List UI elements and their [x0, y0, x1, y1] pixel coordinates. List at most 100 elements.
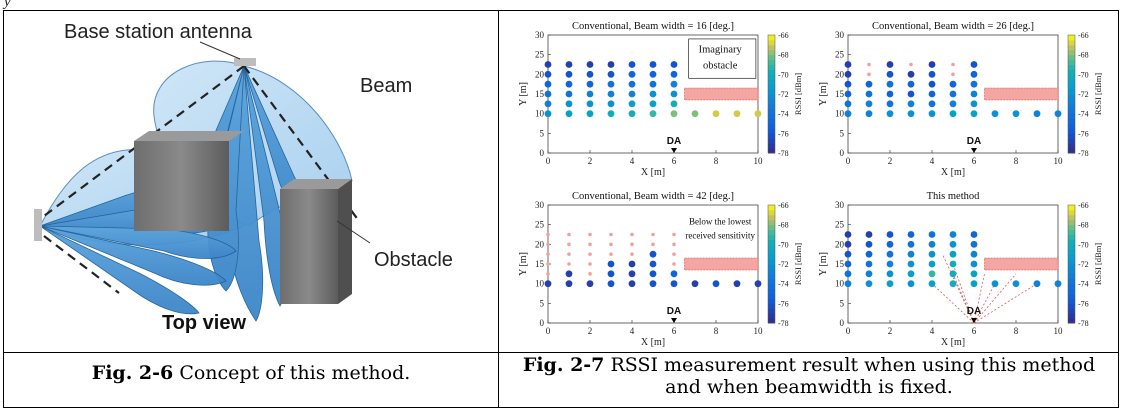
rssi-point — [691, 110, 699, 118]
low-sensitivity-point — [651, 242, 655, 247]
x-tick-label: 8 — [1014, 326, 1019, 336]
rssi-point — [886, 260, 894, 268]
colorbar-segment — [1068, 209, 1075, 216]
y-tick-label: 15 — [535, 89, 545, 99]
x-axis-label: X [m] — [941, 167, 965, 178]
rssi-point — [670, 100, 678, 108]
colorbar-tick-label: -78 — [1078, 319, 1089, 328]
x-tick-label: 8 — [714, 326, 719, 336]
colorbar-segment — [768, 298, 775, 304]
x-tick-label: 10 — [1054, 326, 1064, 336]
rssi-point — [907, 231, 915, 238]
y-tick-label: 0 — [840, 318, 845, 328]
x-tick-label: 10 — [754, 326, 764, 336]
colorbar-segment — [768, 318, 775, 324]
rssi-point — [907, 90, 915, 98]
colorbar-segment — [768, 148, 775, 154]
colorbar-outline — [767, 204, 776, 324]
rssi-point — [628, 70, 636, 78]
annotation-below-2: received sensitivity — [685, 230, 755, 240]
low-sensitivity-point — [867, 62, 871, 67]
x-tick-label: 8 — [714, 156, 719, 166]
rssi-point — [544, 80, 552, 88]
x-tick-label: 4 — [930, 156, 935, 166]
rssi-point — [907, 280, 915, 288]
rssi-point — [844, 90, 852, 98]
rssi-plot-4: This method 0 2 4 6 8 10 0 5 10 15 20 25 30 X [m] Y [m]… — [818, 191, 1103, 348]
y-tick-label: 20 — [835, 239, 845, 249]
x-tick-label: 4 — [930, 326, 935, 336]
colorbar-tick-label: -74 — [778, 280, 789, 289]
low-sensitivity-point — [567, 232, 571, 237]
rssi-point — [670, 280, 678, 288]
rssi-point — [970, 250, 978, 258]
rssi-point — [544, 70, 552, 78]
colorbar-segment — [1068, 219, 1075, 226]
y-tick-label: 30 — [535, 200, 545, 210]
colorbar-segment — [768, 128, 775, 134]
colorbar-label: RSSI [dBm] — [793, 243, 803, 285]
colorbar-segment — [768, 108, 775, 115]
rssi-point — [649, 260, 657, 268]
low-sensitivity-point — [909, 62, 913, 67]
obstacle-box-upper — [134, 131, 244, 231]
colorbar-segment — [1068, 44, 1075, 51]
low-sensitivity-point — [546, 232, 550, 237]
rssi-point — [907, 250, 915, 258]
annotation-imaginary: Imaginary — [699, 45, 743, 56]
rssi-point — [844, 280, 852, 288]
figure-table-frame — [3, 10, 1119, 408]
colorbar-segment — [1068, 59, 1075, 65]
colorbar-segment — [768, 133, 775, 139]
colorbar-outline — [1067, 34, 1076, 154]
colorbar-segment — [768, 229, 775, 235]
rssi-point — [970, 231, 978, 238]
colorbar-tick-label: -76 — [778, 129, 789, 138]
rssi-point — [691, 280, 699, 288]
colorbar-label: RSSI [dBm] — [1093, 73, 1103, 115]
caption-fig-2-7-number: Fig. 2-7 — [522, 354, 605, 376]
da-label: DA — [967, 136, 981, 147]
rssi-point — [586, 280, 594, 288]
colorbar-tick-label: -74 — [778, 110, 789, 119]
low-sensitivity-point — [672, 262, 676, 266]
rssi-point — [928, 250, 936, 258]
rssi-point — [928, 231, 936, 238]
rssi-point — [565, 90, 573, 98]
rssi-point — [928, 280, 936, 288]
colorbar-segment — [1068, 278, 1075, 285]
x-tick-label: 6 — [972, 326, 977, 336]
rssi-point — [586, 70, 594, 78]
rssi-point — [1012, 110, 1020, 118]
rssi-point — [844, 80, 852, 88]
colorbar-segment — [768, 79, 775, 85]
colorbar-outline — [1067, 204, 1076, 324]
colorbar-segment — [1068, 298, 1075, 304]
x-tick-label: 6 — [972, 156, 977, 166]
plot-title: This method — [927, 191, 981, 202]
rssi-point — [991, 280, 999, 288]
colorbar-segment — [768, 205, 775, 211]
plot-title: Conventional, Beam width = 42 [deg.] — [572, 191, 734, 202]
y-tick-label: 10 — [835, 279, 845, 289]
caption-fig-2-7-text: RSSI measurement result when using this … — [610, 354, 1096, 398]
x-tick-label: 6 — [672, 156, 677, 166]
colorbar-segment — [768, 49, 775, 56]
y-tick-label: 10 — [535, 279, 545, 289]
colorbar-segment — [768, 98, 775, 105]
colorbar-segment — [768, 313, 775, 319]
rssi-point — [1054, 110, 1062, 118]
low-sensitivity-point — [546, 272, 550, 276]
colorbar-segment — [1068, 79, 1075, 85]
colorbar-segment — [1068, 249, 1075, 255]
antenna-label: Base station antenna — [64, 21, 253, 43]
rssi-point — [628, 80, 636, 88]
rssi-point — [844, 110, 852, 118]
rssi-point — [733, 110, 741, 118]
rssi-point — [670, 90, 678, 98]
low-sensitivity-point — [951, 62, 955, 67]
rssi-point — [886, 100, 894, 108]
colorbar-label: RSSI [dBm] — [793, 73, 803, 115]
rssi-point — [754, 110, 762, 118]
x-tick-label: 8 — [1014, 156, 1019, 166]
